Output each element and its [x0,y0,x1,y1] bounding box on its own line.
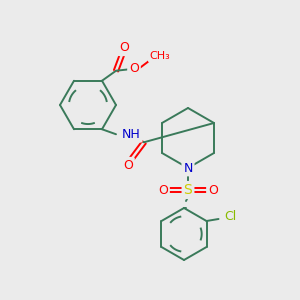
Text: CH₃: CH₃ [150,51,170,61]
Text: O: O [158,184,168,196]
Text: O: O [129,62,139,75]
Text: NH: NH [122,128,141,141]
Text: Cl: Cl [224,211,237,224]
Text: O: O [208,184,218,196]
Text: S: S [184,183,192,197]
Text: O: O [123,159,133,172]
Text: O: O [119,41,129,54]
Text: N: N [183,161,193,175]
